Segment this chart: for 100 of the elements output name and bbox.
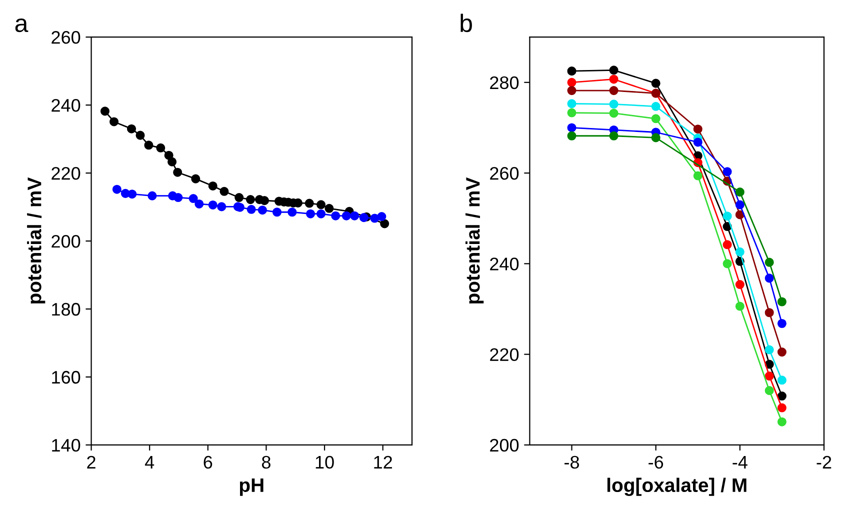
x-tick-label: 2	[87, 456, 96, 468]
point	[722, 167, 732, 176]
point	[764, 372, 774, 381]
point	[316, 200, 326, 210]
x-tick-label: 8	[262, 456, 270, 469]
point	[246, 195, 255, 204]
point	[651, 78, 660, 88]
point	[764, 386, 774, 396]
point	[188, 194, 198, 204]
x-tick-label: -6	[648, 456, 664, 469]
point	[693, 124, 702, 134]
point	[220, 186, 229, 196]
point	[764, 258, 774, 267]
y-tick-label: 280	[490, 76, 519, 90]
point	[342, 211, 351, 220]
chart-title: b	[460, 14, 472, 32]
point	[272, 208, 282, 217]
point	[258, 206, 267, 215]
point	[567, 108, 576, 118]
point	[777, 417, 786, 426]
point	[377, 212, 386, 222]
point	[567, 66, 576, 76]
y-axis-title: potential / mV	[27, 177, 46, 304]
point	[651, 114, 660, 124]
y-axis-title: potential / mV	[465, 177, 484, 304]
y-tick-label: 140	[52, 438, 80, 452]
point	[136, 130, 145, 140]
point	[350, 211, 360, 220]
x-tick-label: -2	[816, 456, 832, 468]
point	[380, 219, 390, 228]
x-tick-label: 4	[144, 456, 154, 468]
point	[777, 297, 786, 306]
point	[306, 209, 316, 218]
x-tick-label: -4	[732, 456, 748, 468]
point	[208, 181, 218, 190]
point	[722, 240, 732, 250]
point	[359, 213, 368, 222]
point	[174, 193, 183, 202]
point	[764, 274, 774, 283]
point	[128, 190, 137, 199]
point	[370, 214, 380, 223]
y-tick-label: 220	[490, 348, 519, 362]
y-tick-label: 260	[490, 166, 519, 180]
y-tick-label: 200	[52, 234, 80, 248]
point	[324, 204, 334, 213]
point	[316, 209, 326, 218]
x-axis-title: log[oxalate] / M	[607, 478, 746, 496]
x-tick-label: 10	[316, 456, 334, 469]
y-tick-label: 200	[490, 438, 519, 452]
point	[144, 140, 154, 150]
point	[246, 204, 256, 214]
point	[567, 123, 576, 132]
point	[609, 108, 618, 118]
point	[168, 157, 177, 166]
y-tick-label: 240	[52, 98, 80, 112]
point	[234, 193, 244, 202]
point	[148, 191, 157, 200]
point	[777, 403, 786, 412]
point	[609, 74, 618, 84]
point	[164, 150, 174, 160]
point	[609, 131, 618, 140]
y-tick-label: 160	[52, 370, 80, 384]
y-tick-label: 240	[490, 258, 519, 270]
chart-title: a	[15, 18, 28, 32]
y-tick-label: 220	[52, 166, 80, 180]
point	[173, 168, 182, 177]
point	[110, 117, 119, 126]
point	[735, 188, 744, 197]
point	[156, 143, 166, 152]
point	[735, 210, 744, 220]
point	[208, 200, 218, 210]
x-tick-label: -8	[564, 456, 579, 469]
point	[100, 106, 110, 116]
point	[112, 184, 122, 194]
point	[651, 102, 660, 111]
x-tick-label: 6	[204, 456, 212, 469]
point	[217, 202, 226, 212]
point	[735, 302, 744, 311]
point	[735, 280, 744, 290]
point	[777, 376, 786, 385]
x-tick-label: 12	[374, 456, 392, 468]
point	[764, 345, 774, 354]
point	[126, 124, 136, 134]
point	[722, 259, 732, 268]
point	[331, 211, 340, 220]
point	[609, 100, 618, 109]
point	[191, 174, 200, 184]
x-axis-title: pH	[240, 478, 264, 496]
point	[693, 171, 702, 180]
point	[735, 247, 744, 256]
point	[609, 86, 618, 96]
point	[735, 200, 744, 210]
point	[567, 99, 576, 108]
point	[567, 78, 576, 87]
point	[288, 208, 297, 217]
y-tick-label: 180	[52, 302, 80, 316]
point	[567, 86, 576, 96]
point	[764, 308, 774, 318]
y-tick-label: 260	[52, 31, 80, 44]
point	[693, 138, 702, 147]
